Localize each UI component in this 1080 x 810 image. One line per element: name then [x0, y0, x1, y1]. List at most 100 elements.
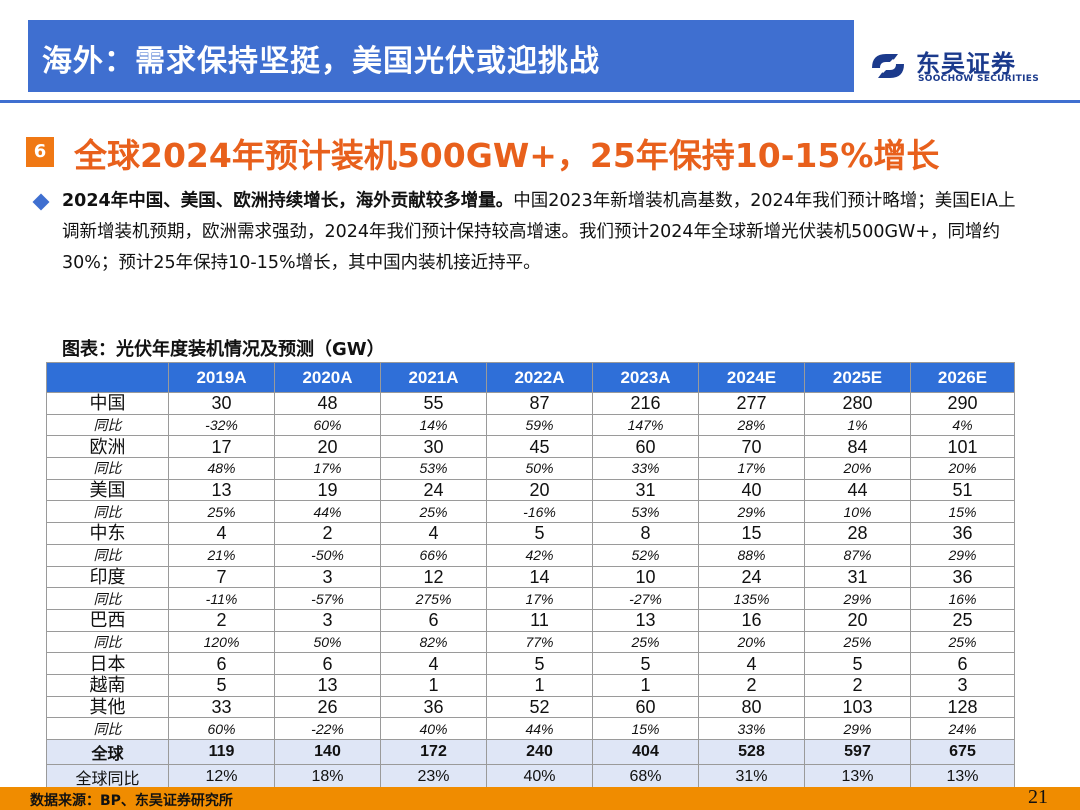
table-cell: 29% — [910, 543, 1015, 567]
table-cell: -50% — [274, 543, 381, 567]
header-bar: 海外：需求保持坚挺，美国光伏或迎挑战 — [28, 20, 854, 92]
table-cell: 28% — [698, 413, 805, 437]
table-cell: 13% — [804, 764, 911, 790]
table-cell: 6 — [274, 652, 381, 675]
table-cell: 28 — [804, 522, 911, 545]
table-row: 美国 13 19 24 20 31 40 44 51 — [46, 478, 1015, 502]
logo-text-en: SOOCHOW SECURITIES — [918, 74, 1039, 84]
row-label: 同比 — [46, 457, 169, 480]
table-cell: 26 — [274, 695, 381, 719]
table-cell: 60 — [592, 435, 699, 459]
table-cell: 31% — [698, 764, 805, 790]
table-cell: 5 — [592, 652, 699, 675]
header-divider — [0, 100, 1080, 103]
table-cell: 4% — [910, 413, 1015, 437]
installation-table: 2019A 2020A 2021A 2022A 2023A 2024E 2025E 2026E… — [46, 362, 1015, 790]
table-cell: 14 — [486, 565, 593, 589]
table-cell: 25% — [380, 500, 487, 524]
table-cell: 3 — [274, 608, 381, 632]
table-row: 越南 5 13 1 1 1 2 2 3 — [46, 673, 1015, 697]
table-cell: 15% — [910, 500, 1015, 524]
table-cell: 8 — [592, 522, 699, 545]
table-cell: 30 — [168, 392, 275, 415]
table-cell: 16 — [698, 608, 805, 632]
table-cell: 6 — [380, 608, 487, 632]
table-cell: 5 — [486, 522, 593, 545]
table-cell: 87% — [804, 543, 911, 567]
row-label: 全球 — [46, 739, 169, 765]
row-label: 日本 — [46, 652, 169, 675]
row-label: 中东 — [46, 522, 169, 545]
table-cell: 29% — [804, 717, 911, 740]
table-cell: 12% — [168, 764, 275, 790]
table-cell: 6 — [168, 652, 275, 675]
row-label: 印度 — [46, 565, 169, 589]
table-cell: 30 — [380, 435, 487, 459]
soochow-logo-icon — [872, 54, 904, 78]
table-cell: -16% — [486, 500, 593, 524]
table-cell: 29% — [804, 587, 911, 610]
table-cell: 20 — [274, 435, 381, 459]
table-cell: 53% — [592, 500, 699, 524]
table-cell: 13 — [274, 673, 381, 697]
table-cell: 24 — [698, 565, 805, 589]
table-cell: 290 — [910, 392, 1015, 415]
table-row: 同比 25% 44% 25% -16% 53% 29% 10% 15% — [46, 500, 1015, 524]
table-cell: 17% — [274, 457, 381, 480]
table-row: 欧洲 17 20 30 45 60 70 84 101 — [46, 435, 1015, 459]
section-title: 全球2024年预计装机500GW+，25年保持10-15%增长 — [74, 136, 940, 175]
table-cell: 24 — [380, 478, 487, 502]
column-header: 2024E — [698, 362, 805, 393]
table-header-row: 2019A 2020A 2021A 2022A 2023A 2024E 2025E 2026E — [46, 362, 1015, 393]
table-cell: 50% — [486, 457, 593, 480]
table-row: 同比 21% -50% 66% 42% 52% 88% 87% 29% — [46, 543, 1015, 567]
row-label: 中国 — [46, 392, 169, 415]
table-cell: 120% — [168, 630, 275, 654]
table-cell: 275% — [380, 587, 487, 610]
table-cell: 17% — [698, 457, 805, 480]
table-cell: 103 — [804, 695, 911, 719]
table-cell: 44% — [274, 500, 381, 524]
table-cell: 16% — [910, 587, 1015, 610]
table-cell: 68% — [592, 764, 699, 790]
table-cell: 40 — [698, 478, 805, 502]
table-cell: 5 — [486, 652, 593, 675]
table-row: 其他 33 26 36 52 60 80 103 128 — [46, 695, 1015, 719]
row-label: 巴西 — [46, 608, 169, 632]
column-header: 2022A — [486, 362, 593, 393]
table-cell: 216 — [592, 392, 699, 415]
table-cell: 280 — [804, 392, 911, 415]
section-number-badge: 6 — [26, 137, 54, 167]
table-cell: 7 — [168, 565, 275, 589]
table-row: 同比 60% -22% 40% 44% 15% 33% 29% 24% — [46, 717, 1015, 740]
column-header: 2019A — [168, 362, 275, 393]
column-header: 2021A — [380, 362, 487, 393]
table-cell: 172 — [380, 739, 487, 765]
table-cell: 101 — [910, 435, 1015, 459]
table-cell: -32% — [168, 413, 275, 437]
table-cell: 277 — [698, 392, 805, 415]
data-source: 数据来源：BP、东吴证券研究所 — [30, 793, 233, 809]
diamond-bullet-icon — [32, 193, 50, 211]
table-cell: 6 — [910, 652, 1015, 675]
table-cell: 70 — [698, 435, 805, 459]
page-title: 海外：需求保持坚挺，美国光伏或迎挑战 — [42, 44, 600, 79]
table-cell: 5 — [804, 652, 911, 675]
table-row: 同比 120% 50% 82% 77% 25% 20% 25% 25% — [46, 630, 1015, 654]
row-label: 同比 — [46, 543, 169, 567]
table-cell: 2 — [274, 522, 381, 545]
table-cell: 119 — [168, 739, 275, 765]
table-cell: 52 — [486, 695, 593, 719]
table-cell: 21% — [168, 543, 275, 567]
bullet-body: 中国2023年新增装机高基数，2024年我们预计略增；美国EIA上调新增装机预期… — [62, 191, 1016, 273]
table-cell: 2 — [698, 673, 805, 697]
row-label: 其他 — [46, 695, 169, 719]
table-cell: 20% — [698, 630, 805, 654]
table-cell: 147% — [592, 413, 699, 437]
table-cell: 55 — [380, 392, 487, 415]
table-row: 日本 6 6 4 5 5 4 5 6 — [46, 652, 1015, 675]
table-cell: 1 — [380, 673, 487, 697]
table-cell: 20% — [804, 457, 911, 480]
row-label: 欧洲 — [46, 435, 169, 459]
table-cell: 50% — [274, 630, 381, 654]
